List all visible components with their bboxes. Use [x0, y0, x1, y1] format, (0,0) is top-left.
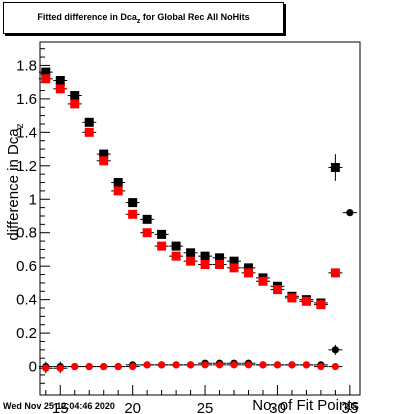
data-point-square: [186, 248, 196, 258]
data-point-square: [99, 149, 109, 159]
y-tick-label: 1.8: [16, 57, 37, 74]
data-point-square: [244, 263, 254, 273]
data-point-circle: [172, 361, 180, 369]
data-point-square: [142, 214, 152, 224]
chart-title-main: Fitted difference in Dca: [37, 11, 137, 22]
data-point-square: [84, 117, 94, 127]
data-point-square: [272, 285, 282, 295]
series-2: [38, 74, 343, 310]
data-point-square: [128, 198, 138, 208]
data-point-square: [41, 67, 51, 77]
data-point-circle: [129, 362, 137, 371]
data-point-square: [70, 99, 80, 109]
data-point-square: [215, 253, 225, 263]
y-axis-title-sub: z: [15, 123, 26, 128]
series-1: [38, 67, 343, 308]
data-point-square: [171, 241, 181, 251]
x-tick-label: 30: [269, 400, 286, 414]
y-tick-label: 1.6: [16, 91, 37, 108]
data-point-square: [186, 256, 196, 266]
data-point-circle: [259, 361, 267, 369]
y-tick-label: 1: [29, 191, 37, 208]
chart-title-rest: for Global Rec All NoHits: [140, 11, 250, 22]
y-tick-label: 0.6: [16, 258, 37, 275]
data-point-circle: [186, 361, 195, 369]
data-point-circle: [42, 364, 50, 372]
y-tick-label: 0.2: [16, 325, 37, 342]
data-point-circle: [317, 362, 325, 371]
data-point-circle: [288, 361, 296, 369]
data-marks: [38, 67, 357, 374]
data-point-circle: [302, 361, 311, 369]
data-point-square: [316, 300, 326, 310]
axis-ticks: 15 20 25 30 35 0 0.2 0.4 0.6 0.8 1 1.2 1.4 1.6 1.8: [16, 48, 359, 414]
data-point-square: [55, 75, 65, 85]
data-point-circle: [100, 362, 108, 371]
x-axis-title-text: No. of Fit Points: [252, 397, 359, 414]
data-point-square: [41, 74, 51, 84]
footer-date: Wed Nov 25 12:04:46 2020: [3, 401, 115, 411]
data-point-square: [200, 251, 210, 261]
data-point-square: [229, 263, 239, 273]
y-axis-title-main: difference in Dca: [5, 128, 22, 241]
data-point-square: [157, 241, 167, 251]
data-point-circle: [244, 361, 253, 369]
data-point-square: [215, 260, 225, 270]
x-tick-label: 25: [197, 400, 214, 414]
data-point-circle: [215, 361, 224, 369]
data-point-square: [55, 84, 65, 94]
data-point-square: [229, 256, 239, 266]
data-point-square: [330, 268, 340, 278]
data-point-square: [301, 296, 311, 306]
data-point-circle: [158, 361, 166, 369]
data-point-square: [330, 162, 340, 172]
data-point-circle: [71, 362, 79, 371]
data-point-square: [99, 156, 109, 166]
data-point-square: [84, 127, 94, 137]
x-tick-label: 15: [52, 400, 69, 414]
data-point-circle: [143, 361, 151, 369]
x-tick-label: 35: [342, 400, 359, 414]
data-point-square: [113, 178, 123, 188]
data-point-circle: [201, 361, 209, 369]
x-tick-label: 20: [124, 400, 141, 414]
data-point-circle: [230, 361, 238, 369]
data-point-circle: [114, 362, 122, 371]
data-point-square: [113, 186, 123, 196]
plot-frame: [39, 41, 361, 396]
chart-title-box: Fitted difference in Dcaz for Global Rec…: [3, 2, 284, 34]
y-axis-title: difference in Dcaz: [5, 123, 26, 240]
y-tick-label: 1.4: [16, 124, 37, 141]
data-point-square: [244, 268, 254, 278]
data-point-square: [128, 209, 138, 219]
data-point-square: [258, 276, 268, 286]
y-tick-label: 0.8: [16, 225, 37, 242]
data-point-circle: [346, 209, 354, 217]
series-3: [38, 209, 357, 372]
data-point-circle: [331, 346, 339, 354]
data-point-circle: [331, 362, 339, 371]
data-point-circle: [85, 362, 93, 371]
data-point-square: [287, 293, 297, 303]
data-point-square: [171, 251, 181, 261]
chart-title: Fitted difference in Dcaz for Global Rec…: [37, 12, 249, 25]
chart-title-sub: z: [136, 17, 141, 25]
data-point-circle: [56, 364, 64, 372]
data-point-square: [142, 228, 152, 238]
data-point-square: [200, 260, 210, 270]
y-tick-label: 1.2: [16, 158, 37, 175]
y-tick-label: 0: [29, 359, 37, 376]
x-axis-title: No. of Fit Points: [252, 397, 359, 414]
y-tick-label: 0.4: [16, 292, 37, 309]
data-point-square: [157, 229, 167, 239]
data-point-circle: [273, 361, 282, 369]
data-point-square: [70, 91, 80, 101]
series-4: [38, 361, 343, 374]
